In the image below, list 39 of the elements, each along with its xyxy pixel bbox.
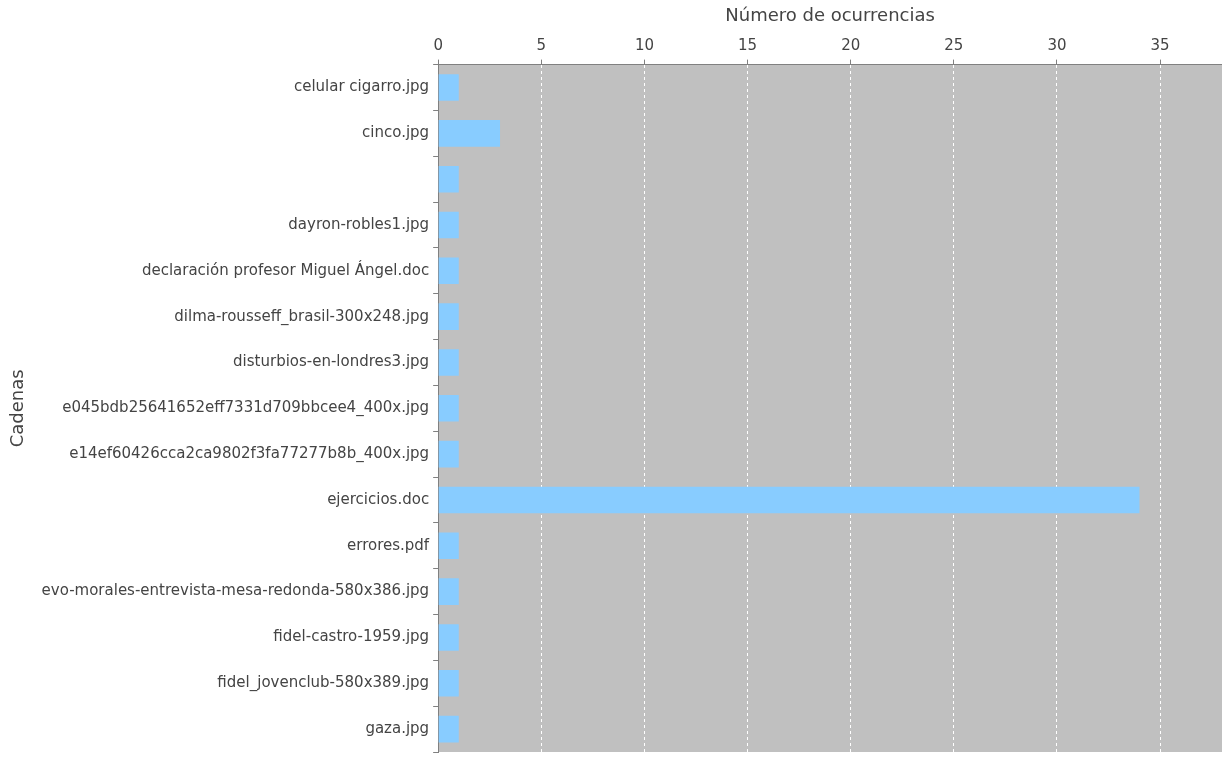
bar xyxy=(438,440,459,468)
bar xyxy=(438,715,459,743)
y-tick-label: fidel_jovenclub-580x389.jpg xyxy=(217,673,430,693)
y-tick-label: cinco.jpg xyxy=(362,123,430,142)
y-tick-label: e14ef60426cca2ca9802f3fa77277b8b_400x.jpg xyxy=(69,444,430,464)
bar xyxy=(438,349,459,376)
bar xyxy=(438,165,459,193)
x-tick-label: 20 xyxy=(841,36,861,55)
bar xyxy=(438,395,459,422)
x-tick-label: 10 xyxy=(634,36,654,55)
bar xyxy=(438,486,1140,514)
y-tick-label: errores.pdf xyxy=(347,535,430,554)
bar xyxy=(438,624,459,651)
x-tick-label: 25 xyxy=(944,36,964,55)
bar xyxy=(438,303,459,330)
x-tick-label: 0 xyxy=(433,36,443,55)
y-tick-label: declaración profesor Miguel Ángel.doc xyxy=(141,259,430,279)
y-tick-label: disturbios-en-londres3.jpg xyxy=(233,352,430,371)
bar xyxy=(438,120,501,147)
x-tick-label: 35 xyxy=(1150,36,1170,55)
bar xyxy=(438,532,459,560)
x-tick-label: 30 xyxy=(1047,36,1067,55)
x-tick-label: 15 xyxy=(738,36,758,55)
x-axis-title: Número de ocurrencias xyxy=(725,4,935,26)
y-tick-label: dilma-rousseff_brasil-300x248.jpg xyxy=(174,306,430,326)
y-tick-label: gaza.jpg xyxy=(365,718,430,737)
y-tick-label: dayron-robles1.jpg xyxy=(288,214,430,233)
bar xyxy=(438,669,459,697)
bar xyxy=(438,211,459,239)
y-axis-title: Cadenas xyxy=(6,369,28,448)
y-tick-label: evo-morales-entrevista-mesa-redonda-580x386.jpg xyxy=(41,581,430,600)
y-tick-label: celular cigarro.jpg xyxy=(293,77,430,96)
x-tick-label: 5 xyxy=(536,36,547,55)
bar xyxy=(438,74,459,101)
y-tick-label: e045bdb25641652eff7331d709bbcee4_400x.jpg xyxy=(62,398,430,418)
bar xyxy=(438,257,459,285)
y-tick-label: ejercicios.doc xyxy=(327,489,430,508)
y-tick-label: fidel-castro-1959.jpg xyxy=(273,627,430,646)
bar xyxy=(438,578,459,605)
